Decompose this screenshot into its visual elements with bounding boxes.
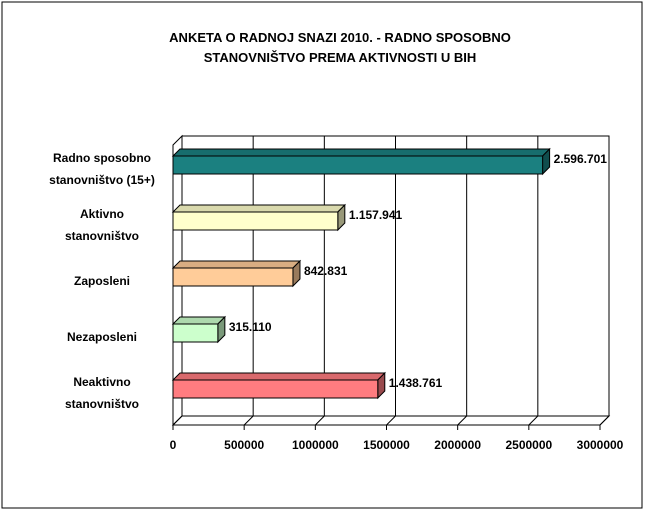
bar [171,147,551,176]
bar-top [171,316,227,325]
bar-front [172,323,219,343]
chart-title: STANOVNIŠTVO PREMA AKTIVNOSTI U BIH [204,50,477,65]
y-tick-label: Radno sposobno stanovništvo (15+) [49,151,155,187]
x-tick-label: 0 [170,438,177,452]
floor-grid-line [457,415,468,426]
y-tick-label: Nezaposleni [67,330,137,344]
value-label: 315.110 [229,320,272,334]
bar [171,203,347,232]
bar-front [172,155,544,175]
x-tick-label: 2500000 [505,438,552,452]
floor-grid-line [599,415,610,426]
x-tick-label: 500000 [224,438,264,452]
bar-top [171,260,302,269]
x-tick-label: 3000000 [577,438,624,452]
value-label: 842.831 [304,264,348,278]
y-tick-label: Aktivno stanovništvo [65,207,139,243]
bar-front [172,267,294,287]
floor-grid-line [172,415,183,426]
value-label: 2.596.701 [554,152,608,166]
bar-top [171,372,386,381]
bar-top [171,148,551,157]
floor-grid-line [528,415,539,426]
x-tick-label: 2000000 [434,438,481,452]
value-label: 1.157.941 [349,208,403,222]
bar [171,315,227,344]
bar-front [172,379,379,399]
bar [171,371,386,400]
y-tick-label: Zaposleni [74,274,130,288]
bar-top [171,204,347,213]
x-tick-label: 1500000 [363,438,410,452]
bar [171,259,302,288]
x-tick-label: 1000000 [292,438,339,452]
floor-grid-line [314,415,325,426]
y-tick-label: Neaktivno stanovništvo [65,375,139,411]
value-label: 1.438.761 [389,376,443,390]
floor-grid-line [243,415,254,426]
bar-front [172,211,339,231]
chart-title: ANKETA O RADNOJ SNAZI 2010. - RADNO SPOS… [169,30,511,45]
floor-grid-line [386,415,396,426]
